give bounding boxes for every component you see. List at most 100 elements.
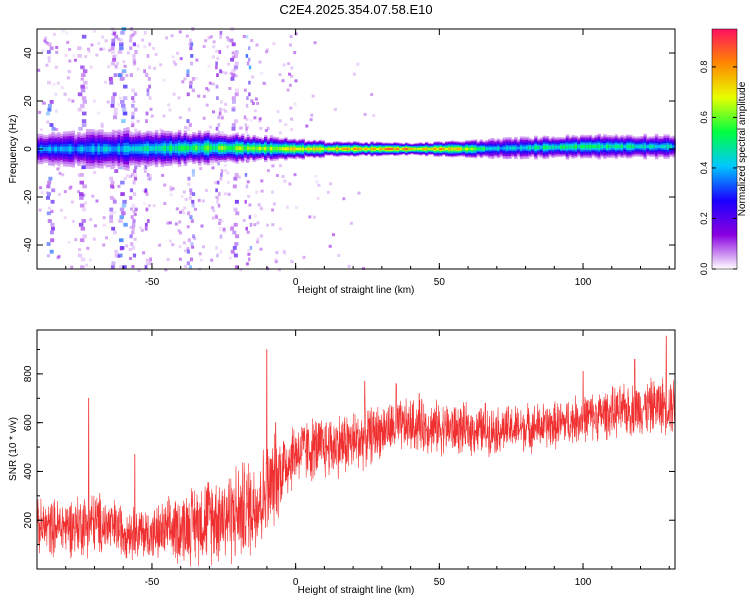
spectrogram-cell bbox=[132, 219, 136, 223]
spectrogram-cell bbox=[260, 72, 264, 76]
spectrogram-cell bbox=[46, 196, 50, 200]
spectrogram-cell bbox=[290, 74, 294, 78]
spectrogram-cell bbox=[288, 182, 292, 186]
spectrogram-cell bbox=[293, 173, 297, 177]
spectrogram-cell bbox=[245, 126, 248, 131]
spectrogram-cell bbox=[80, 226, 86, 231]
spectrogram-cell bbox=[337, 254, 341, 257]
spectrogram-cell bbox=[471, 147, 475, 151]
spectrogram-cell bbox=[148, 84, 151, 89]
spectrogram-cell bbox=[247, 252, 251, 256]
spectrogram-cell bbox=[468, 147, 472, 151]
spectrogram-cell bbox=[259, 126, 263, 130]
spectrogram-x-label: Height of straight line (km) bbox=[298, 285, 415, 296]
spectrogram-cell bbox=[111, 146, 116, 152]
spectrogram-cell bbox=[238, 146, 242, 150]
spectrogram-cell bbox=[162, 78, 166, 82]
spectrogram-cell bbox=[224, 102, 228, 106]
spectrogram-cell bbox=[289, 106, 293, 110]
colorbar-tick-label: 0.0 bbox=[699, 263, 709, 276]
spectrogram-cell bbox=[200, 145, 205, 151]
spectrogram-cell bbox=[70, 265, 74, 269]
spectrogram-cell bbox=[50, 209, 54, 213]
spectrogram-cell bbox=[358, 148, 363, 150]
spectrogram-cell bbox=[46, 184, 51, 189]
spectrogram-cell bbox=[324, 148, 328, 150]
spectrogram-cell bbox=[129, 34, 133, 38]
spectrogram-cell bbox=[78, 248, 82, 252]
spectrogram-cell bbox=[228, 87, 232, 90]
spectrogram-cell bbox=[302, 255, 306, 259]
spectrogram-cell bbox=[47, 59, 51, 63]
spectrogram-cell bbox=[350, 148, 354, 150]
spectrogram-cell bbox=[77, 190, 80, 194]
spectrogram-cell bbox=[293, 102, 297, 106]
spectrogram-cell bbox=[239, 268, 243, 272]
spectrogram-cell bbox=[131, 88, 135, 93]
spectrogram-cell bbox=[210, 258, 214, 262]
spectrogram-cell bbox=[217, 130, 221, 135]
spectrogram-cell bbox=[482, 147, 486, 150]
spectrogram-cell bbox=[65, 146, 70, 152]
spectrogram-cell bbox=[46, 242, 51, 246]
spectrogram-cell bbox=[654, 144, 659, 149]
spectrogram-cell bbox=[80, 65, 84, 69]
spectrogram-cell bbox=[178, 245, 182, 249]
spectrogram-cell bbox=[126, 51, 130, 55]
spectrogram-cell bbox=[278, 227, 282, 231]
spectrogram-cell bbox=[148, 96, 152, 100]
spectrogram-cell bbox=[222, 108, 226, 112]
spectrogram-cell bbox=[407, 148, 412, 150]
spectrogram-cell bbox=[110, 180, 115, 185]
spectrogram-cell bbox=[251, 75, 255, 79]
spectrogram-cell bbox=[100, 122, 104, 126]
spectrogram-cell bbox=[542, 145, 547, 150]
spectrogram-cell bbox=[63, 216, 67, 220]
spectrogram-cell bbox=[652, 145, 656, 148]
spectrogram-cell bbox=[205, 189, 208, 192]
spectrogram-cell bbox=[335, 147, 340, 151]
spectrogram-cell bbox=[145, 119, 148, 123]
spectrogram-cell bbox=[278, 119, 282, 123]
spectrogram-cell bbox=[120, 30, 125, 35]
spectrogram-cell bbox=[258, 119, 262, 123]
spectrogram-cell bbox=[476, 147, 481, 150]
spectrogram-cell bbox=[234, 54, 238, 58]
spectrogram-cell bbox=[45, 147, 50, 151]
spectrogram-cell bbox=[361, 148, 366, 150]
spectrogram-cell bbox=[131, 33, 135, 37]
spectrogram-cell bbox=[218, 50, 222, 54]
spectrogram-cell bbox=[245, 226, 248, 231]
spectrogram-cell bbox=[456, 147, 461, 151]
spectrogram-cell bbox=[129, 38, 133, 43]
spectrogram-cell bbox=[85, 146, 90, 152]
spectrogram-cell bbox=[198, 252, 202, 256]
spectrogram-cell bbox=[235, 211, 240, 216]
spectrogram-cell bbox=[119, 238, 124, 243]
spectrogram-cell bbox=[643, 144, 647, 149]
spectrogram-cell bbox=[122, 76, 126, 80]
spectrogram-cell bbox=[448, 147, 452, 151]
spectrogram-cell bbox=[246, 180, 250, 184]
spectrogram-cell bbox=[233, 68, 237, 72]
spectrogram-cell bbox=[192, 234, 196, 239]
spectrogram-cell bbox=[230, 226, 234, 231]
spectrogram-cell bbox=[646, 145, 650, 148]
spectrogram-cell bbox=[231, 42, 236, 47]
spectrogram-cell bbox=[131, 230, 135, 235]
spectrogram-cell bbox=[393, 148, 397, 150]
spectrogram-cell bbox=[539, 146, 544, 149]
spectrogram-cell bbox=[620, 145, 624, 149]
spectrogram-cell bbox=[311, 94, 315, 98]
spectrogram-cell bbox=[52, 82, 56, 86]
spectrogram-cell bbox=[171, 187, 175, 191]
spectrogram-cell bbox=[186, 247, 190, 251]
spectrogram-cell bbox=[433, 147, 438, 151]
spectrogram-cell bbox=[195, 145, 199, 151]
spectrogram-cell bbox=[45, 63, 49, 67]
spectrogram-cell bbox=[410, 148, 415, 150]
spectrogram-cell bbox=[187, 107, 191, 112]
spectrogram-cell bbox=[142, 201, 146, 205]
spectrogram-cell bbox=[172, 92, 176, 96]
spectrogram-cell bbox=[148, 261, 152, 266]
